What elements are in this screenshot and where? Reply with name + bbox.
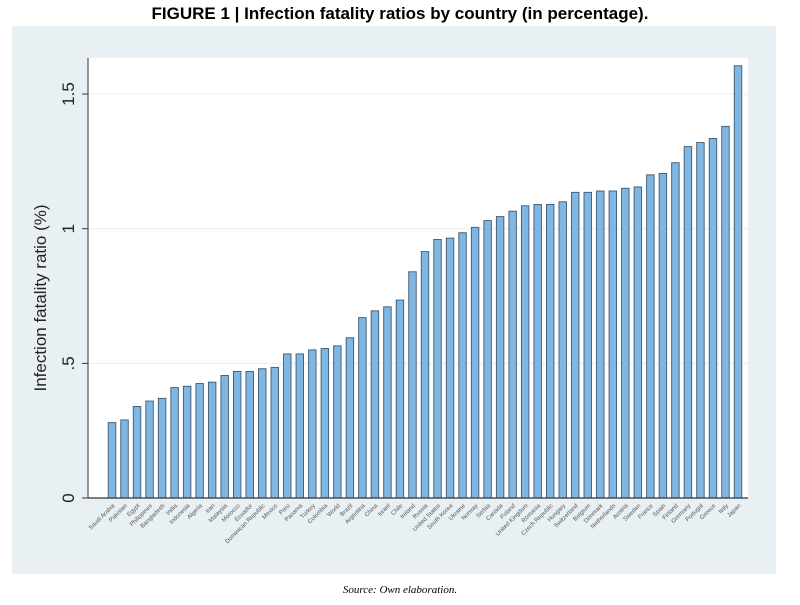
bar [182, 385, 192, 499]
x-tick-label: World [327, 503, 342, 518]
x-tick-label: Israel [377, 503, 392, 518]
y-tick-label: .5 [59, 356, 78, 370]
bar [120, 419, 129, 499]
bar [558, 201, 567, 499]
bar [320, 348, 330, 499]
x-tick-label: Japan [727, 503, 743, 519]
bar [508, 210, 517, 499]
bar [245, 370, 254, 499]
bar [408, 271, 417, 499]
bar [721, 125, 730, 499]
x-tick-label: Iran [205, 503, 217, 515]
bar [708, 138, 718, 499]
bar [358, 317, 367, 499]
figure-source: Source: Own elaboration. [342, 584, 458, 596]
y-axis-label: Infection fatality ratio (%) [31, 204, 50, 391]
bar [295, 353, 304, 499]
bar [445, 237, 455, 499]
y-tick-label: 1.5 [59, 82, 78, 106]
bar [571, 191, 580, 499]
bar [370, 310, 380, 499]
bar [546, 204, 555, 499]
bar [145, 400, 154, 499]
bar [395, 299, 405, 499]
bar [671, 162, 680, 499]
bar [383, 306, 392, 499]
bar [220, 375, 229, 499]
figure-title: FIGURE 1 | Infection fatality ratios by … [151, 4, 649, 23]
bar [696, 142, 705, 499]
bar [270, 366, 279, 499]
bar [157, 397, 167, 499]
bar [621, 187, 630, 499]
bar [683, 146, 693, 499]
bar [308, 349, 317, 499]
bar [345, 337, 355, 499]
bar [283, 353, 292, 499]
bar [132, 405, 142, 499]
bar [583, 191, 592, 499]
bar [207, 381, 217, 499]
bar [596, 190, 605, 499]
x-tick-label: China [364, 503, 380, 519]
bar [495, 216, 505, 499]
bar [658, 173, 668, 499]
bar [333, 345, 342, 499]
bar [170, 387, 179, 499]
bar [258, 368, 267, 499]
bar [608, 190, 617, 499]
bar [733, 65, 743, 499]
bar [633, 186, 643, 499]
y-tick-label: 1 [59, 224, 78, 233]
bar [195, 383, 204, 499]
y-tick-label: 0 [59, 493, 78, 502]
bar [483, 220, 492, 499]
bar [533, 204, 542, 499]
bar [458, 232, 467, 499]
bar [232, 370, 242, 499]
bar [433, 239, 442, 499]
bar [520, 205, 530, 499]
bar [420, 251, 430, 499]
bar [646, 174, 655, 499]
bar [470, 226, 480, 499]
bar [107, 422, 117, 499]
